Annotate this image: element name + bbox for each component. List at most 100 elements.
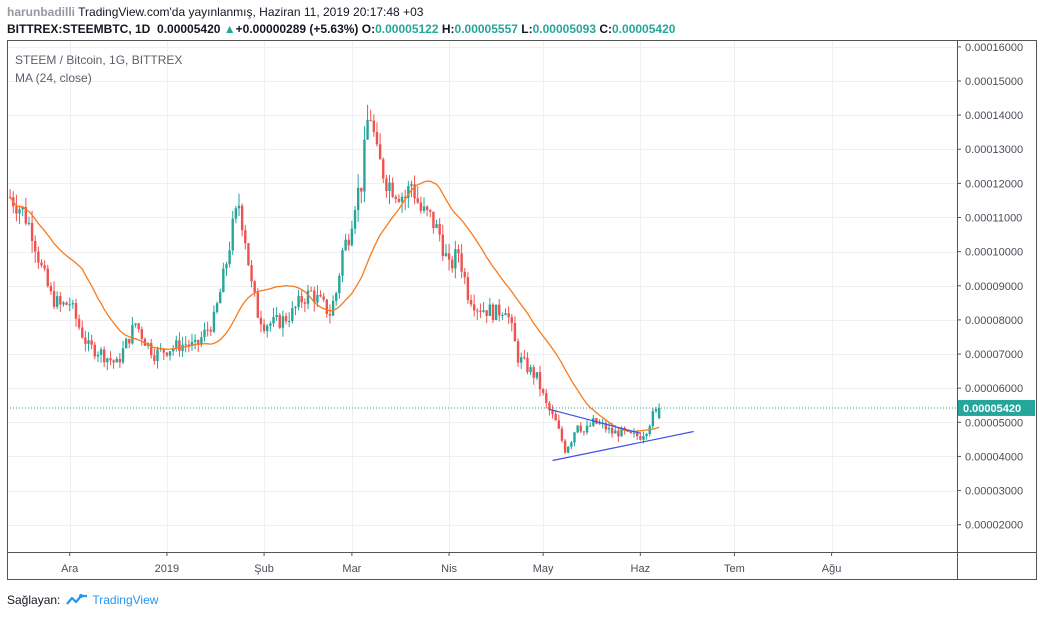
candle-body [206,329,209,331]
candle-body [197,339,200,344]
candle-body [444,253,448,257]
candle-body [200,337,203,344]
candle-body [137,323,140,330]
change-value: +0.00000289 (+5.63%) [235,22,359,36]
tradingview-brand-link[interactable]: TradingView [92,593,159,607]
x-tick-label: Nis [441,563,457,575]
candle-body [291,308,294,322]
candle-body [344,239,347,251]
candle-body [400,196,404,202]
legend-ma-indicator[interactable]: MA (24, close) [15,71,92,85]
candle-body [162,348,165,353]
candle-body [294,307,297,309]
candle-body [595,418,598,424]
x-tick-label: Ara [61,563,79,575]
candle-body [529,367,532,373]
candle-body [441,234,445,257]
candle-body [184,344,187,346]
candle-body [472,304,476,311]
candle-body [156,349,159,362]
candle-body [422,206,426,211]
candle-body [18,209,21,214]
trendline [549,408,641,434]
candle-body [99,349,103,355]
candle-body [363,139,366,192]
candle-body [178,340,181,352]
candle-body [187,344,191,347]
candle-body [498,304,501,316]
candle-body [74,303,78,319]
candle-body [219,292,222,304]
candle-body [523,357,526,359]
candle-body [407,186,410,198]
candle-body [356,187,360,211]
candle-body [604,422,608,430]
y-tick-label: 0.00006000 [965,383,1023,395]
candle-body [610,427,614,434]
candle-body [328,314,332,316]
y-tick-label: 0.00010000 [965,247,1023,259]
candle-body [275,314,278,318]
candle-body [259,317,263,325]
candle-body [526,357,529,373]
candle-body [322,296,325,300]
candle-body [479,310,482,312]
high-value: 0.00005557 [454,22,518,36]
candle-body [256,292,260,318]
candle-body [657,407,661,419]
candle-body [300,295,303,303]
candle-body [476,310,479,312]
candle-body [388,182,391,191]
candle-body [551,410,554,414]
candle-body [96,354,100,357]
candle-body [81,327,84,338]
candlestick-chart[interactable]: 0.00005420 0.00016000 0.00015000 0.00014000… [7,40,1037,580]
candle-body [215,303,219,312]
candle-body [632,432,636,434]
low-label: L: [521,22,533,36]
candle-body [432,211,435,228]
y-tick-label: 0.00013000 [965,144,1023,156]
candle-body [645,434,648,437]
candle-body [435,223,438,228]
y-tick-label: 0.00003000 [965,486,1023,498]
x-tick-label: Şub [254,563,274,575]
grid-lines [7,40,957,552]
candle-body [309,290,313,292]
candle-body [353,210,357,229]
candle-body [360,187,363,192]
candle-body [654,409,658,412]
candle-body [535,372,539,378]
chart-area[interactable]: 0.00005420 0.00016000 0.00015000 0.00014000… [7,40,1037,580]
candle-body [112,360,115,363]
provided-by-label: Sağlayan: [7,593,61,607]
candle-body [501,315,504,317]
candle-body [250,265,253,282]
candle-body [165,352,169,356]
y-tick-label: 0.00015000 [965,76,1023,88]
y-tick-label: 0.00007000 [965,349,1023,361]
candle-body [494,304,498,321]
legend-symbol[interactable]: STEEM / Bitcoin, 1G, BITTREX [15,53,183,67]
candle-body [397,198,401,202]
candle-body [457,249,460,254]
candle-body [115,358,118,363]
candle-body [30,222,34,241]
candle-body [341,250,344,276]
candle-body [482,310,485,312]
candle-body [447,253,451,260]
candle-body [588,425,592,427]
candle-body [269,323,272,326]
last-price-label: 0.00005420 [963,403,1021,415]
candle-body [579,425,582,432]
author-name[interactable]: harunbadilli [7,5,76,19]
candle-body [454,249,457,269]
candle-body [413,184,416,199]
candle-body [319,294,322,297]
candle-body [585,425,589,433]
x-tick-label: May [533,563,554,575]
y-tick-label: 0.00008000 [965,315,1023,327]
candle-body [24,207,28,224]
candle-body [175,340,178,349]
candle-body [347,239,350,246]
